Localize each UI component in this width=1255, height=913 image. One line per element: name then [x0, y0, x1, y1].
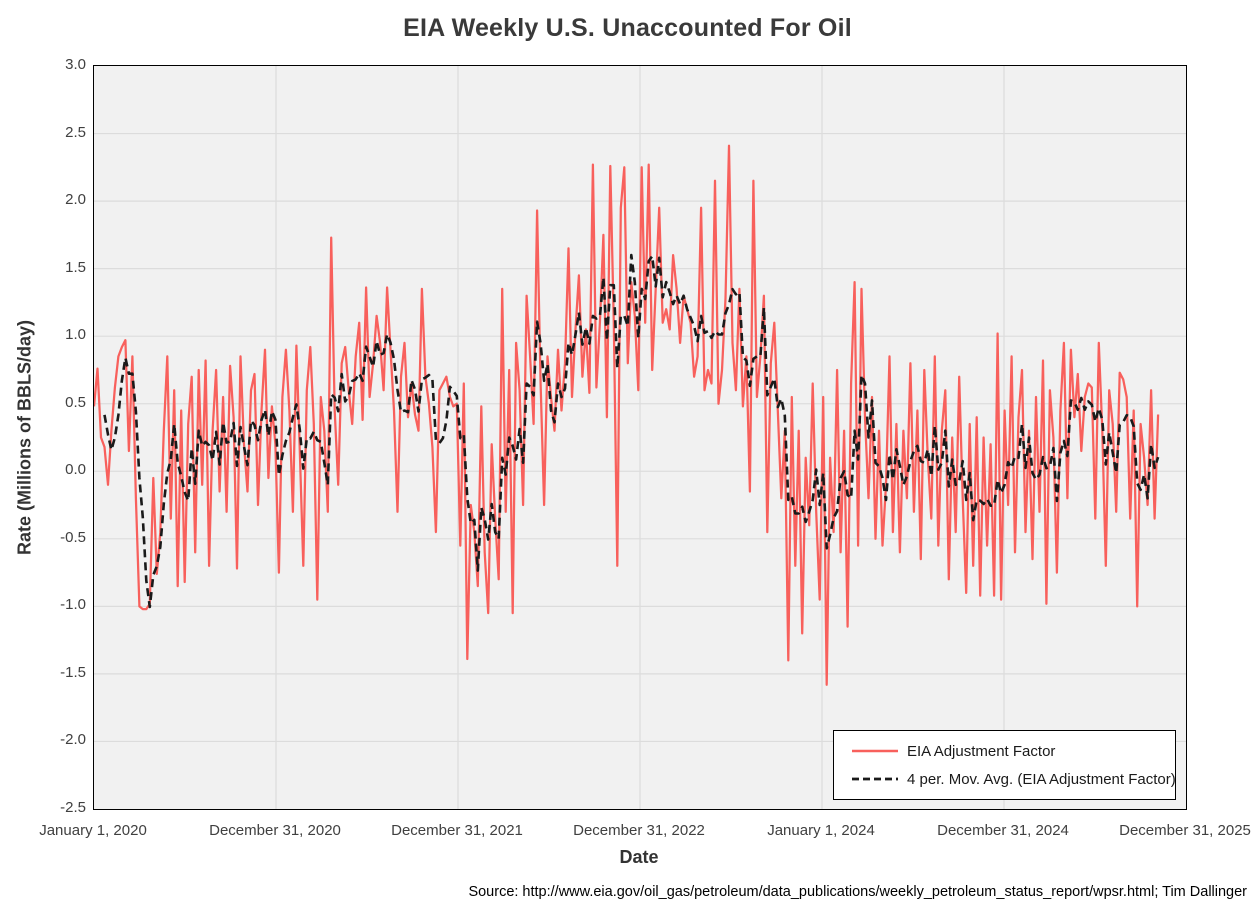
y-tick-label: 2.5: [65, 123, 86, 141]
legend: EIA Adjustment Factor 4 per. Mov. Avg. (…: [833, 730, 1176, 800]
x-axis-title: Date: [619, 847, 659, 867]
y-tick-label: 0.0: [65, 461, 86, 479]
plot-series-svg: [94, 66, 1186, 809]
y-tick-label: 1.0: [65, 326, 86, 344]
plot-area: [93, 65, 1187, 810]
series-line-moving-average: [103, 253, 1160, 609]
x-tick-label: December 31, 2025: [1119, 822, 1251, 839]
y-tick-label: 3.0: [65, 56, 86, 73]
y-tick-label: 2.0: [65, 191, 86, 209]
x-tick-label: December 31, 2024: [937, 822, 1069, 839]
legend-line-sample-solid: [852, 749, 898, 753]
legend-label: 4 per. Mov. Avg. (EIA Adjustment Factor): [907, 770, 1176, 788]
y-tick-label: 0.5: [65, 393, 86, 411]
y-tick-label: -1.5: [60, 663, 86, 681]
x-tick-label: December 31, 2021: [391, 822, 523, 839]
x-tick-label: January 1, 2024: [767, 822, 875, 839]
y-tick-label: -0.5: [60, 528, 86, 546]
series-line-eia-adjustment-factor: [94, 144, 1160, 686]
source-note: Source: http://www.eia.gov/oil_gas/petro…: [468, 884, 1247, 900]
y-axis-title: Rate (Millions of BBLS/day): [14, 320, 35, 556]
y-tick-label: -1.0: [60, 596, 86, 614]
x-tick-label: December 31, 2020: [209, 822, 341, 839]
legend-entry-moving-average: 4 per. Mov. Avg. (EIA Adjustment Factor): [852, 770, 1176, 788]
x-tick-label: December 31, 2022: [573, 822, 705, 839]
legend-entry-adjustment-factor: EIA Adjustment Factor: [852, 743, 1175, 760]
legend-line-sample-dashed: [852, 777, 898, 781]
chart-title: EIA Weekly U.S. Unaccounted For Oil: [403, 14, 852, 42]
legend-label: EIA Adjustment Factor: [907, 742, 1056, 760]
y-tick-label: -2.0: [60, 731, 86, 749]
y-tick-label: 1.5: [65, 258, 86, 276]
y-tick-label: -2.5: [60, 799, 86, 816]
x-tick-label: January 1, 2020: [39, 822, 147, 839]
